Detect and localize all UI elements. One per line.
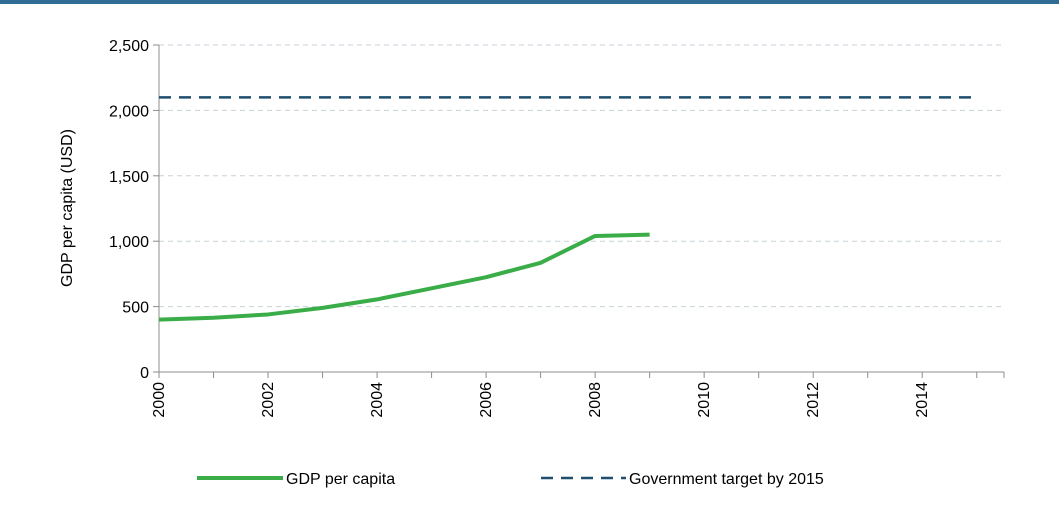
legend-label-target: Government target by 2015	[629, 471, 824, 488]
x-tick-label: 2004	[369, 382, 386, 418]
x-tick-label: 2002	[260, 382, 277, 418]
series	[158, 96, 977, 322]
legend-label-gdp: GDP per capita	[286, 471, 395, 488]
y-tick-label: 0	[140, 365, 149, 382]
x-tick-label: 2008	[587, 382, 604, 418]
y-tick-label: 2,500	[109, 38, 149, 55]
x-tick-label: 2012	[805, 382, 822, 418]
y-tick-labels: 0 500 1,000 1,500 2,000 2,500	[109, 38, 149, 382]
grid-lines	[159, 44, 1004, 308]
x-tick-labels: 2000 2002 2004 2006 2008 2010 2012 2014	[151, 382, 931, 418]
x-tick-label: 2014	[914, 382, 931, 418]
y-tick-label: 1,500	[109, 169, 149, 186]
axes	[153, 44, 1005, 378]
y-tick-label: 1,000	[109, 234, 149, 251]
x-tick-label: 2006	[478, 382, 495, 418]
legend: GDP per capita Government target by 2015	[197, 471, 824, 488]
series-line-gdp	[158, 232, 650, 322]
x-tick-label: 2000	[151, 382, 168, 418]
y-tick-label: 500	[122, 300, 149, 317]
y-tick-label: 2,000	[109, 103, 149, 120]
top-rule	[0, 0, 1059, 4]
x-tick-label: 2010	[696, 382, 713, 418]
y-axis-title: GDP per capita (USD)	[59, 129, 76, 287]
